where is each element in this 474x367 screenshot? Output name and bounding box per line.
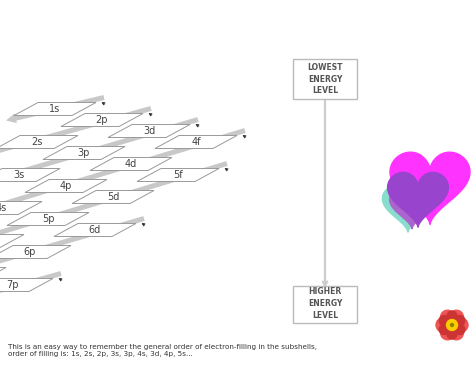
Polygon shape	[0, 271, 62, 321]
Circle shape	[449, 326, 464, 340]
Text: 3p: 3p	[78, 148, 90, 158]
Polygon shape	[108, 124, 190, 138]
Circle shape	[455, 324, 465, 334]
Circle shape	[449, 310, 464, 324]
Polygon shape	[0, 168, 60, 182]
Polygon shape	[388, 172, 448, 227]
Polygon shape	[25, 179, 107, 193]
Text: 3s: 3s	[13, 170, 25, 180]
Circle shape	[447, 311, 457, 321]
Polygon shape	[0, 216, 145, 287]
Polygon shape	[90, 157, 172, 171]
Text: 4p: 4p	[60, 181, 72, 191]
Text: 1s: 1s	[49, 104, 61, 114]
Text: 5d: 5d	[107, 192, 119, 202]
Circle shape	[447, 320, 457, 331]
Polygon shape	[390, 188, 434, 229]
Polygon shape	[0, 268, 6, 280]
Polygon shape	[54, 224, 136, 236]
Circle shape	[455, 316, 465, 326]
Text: 6d: 6d	[89, 225, 101, 235]
Text: 4f: 4f	[191, 137, 201, 147]
Circle shape	[440, 310, 455, 324]
Polygon shape	[390, 152, 470, 225]
Text: 3d: 3d	[143, 126, 155, 136]
Polygon shape	[6, 95, 105, 123]
Text: HIGHER
ENERGY
LEVEL: HIGHER ENERGY LEVEL	[308, 287, 342, 320]
Text: 4d: 4d	[125, 159, 137, 169]
Polygon shape	[0, 279, 53, 291]
Text: 7p: 7p	[6, 280, 18, 290]
Polygon shape	[383, 186, 434, 232]
Polygon shape	[43, 146, 125, 160]
Text: 2s: 2s	[31, 137, 43, 147]
Text: 6p: 6p	[24, 247, 36, 257]
Text: This is an easy way to remember the general order of electron-filling in the sub: This is an easy way to remember the gene…	[8, 344, 317, 350]
Polygon shape	[0, 161, 228, 254]
Polygon shape	[0, 246, 71, 258]
Polygon shape	[155, 135, 237, 149]
Circle shape	[440, 326, 455, 340]
Polygon shape	[0, 117, 199, 189]
Text: order of filling is: 1s, 2s, 2p, 3s, 3p, 4s, 3d, 4p, 5s...: order of filling is: 1s, 2s, 2p, 3s, 3p,…	[8, 351, 193, 357]
Polygon shape	[14, 102, 96, 116]
Circle shape	[450, 323, 454, 327]
Text: 2p: 2p	[96, 115, 108, 125]
Circle shape	[454, 318, 468, 332]
Text: LOWEST
ENERGY
LEVEL: LOWEST ENERGY LEVEL	[307, 63, 343, 95]
Text: 5p: 5p	[42, 214, 54, 224]
Circle shape	[439, 324, 449, 334]
Polygon shape	[0, 106, 152, 156]
Polygon shape	[0, 235, 24, 247]
Text: 4s: 4s	[0, 203, 7, 213]
Text: 5f: 5f	[173, 170, 183, 180]
Polygon shape	[0, 128, 246, 221]
Polygon shape	[137, 168, 219, 182]
Polygon shape	[7, 212, 89, 225]
FancyBboxPatch shape	[293, 286, 357, 323]
Polygon shape	[0, 135, 78, 149]
Circle shape	[439, 316, 449, 326]
Circle shape	[436, 318, 450, 332]
Circle shape	[447, 329, 457, 339]
Polygon shape	[72, 190, 154, 203]
Polygon shape	[0, 201, 42, 214]
Polygon shape	[61, 113, 143, 127]
FancyBboxPatch shape	[293, 59, 357, 99]
Polygon shape	[390, 188, 434, 229]
